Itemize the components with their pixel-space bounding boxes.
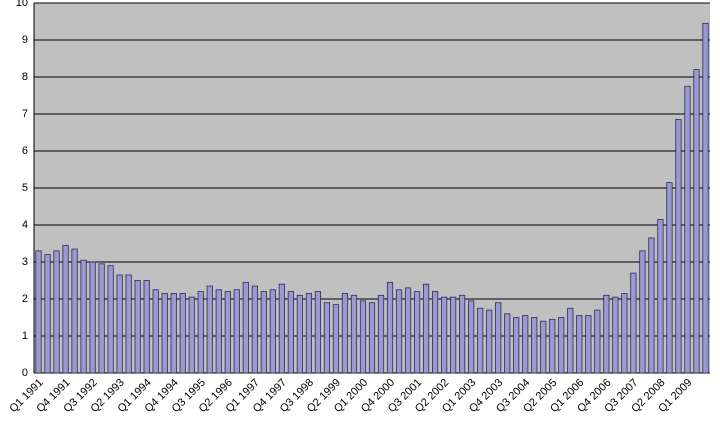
bar (431, 291, 439, 374)
bar (206, 285, 213, 374)
bar (702, 22, 709, 374)
bar (188, 296, 195, 374)
bar (44, 254, 51, 374)
bar (441, 296, 448, 374)
bar (594, 309, 601, 374)
bar (359, 300, 367, 374)
bar (89, 261, 96, 374)
bar (477, 307, 484, 374)
bar (684, 85, 691, 374)
bar (80, 259, 87, 374)
bar (585, 315, 592, 374)
y-tick-label: 5 (22, 182, 28, 194)
bar (377, 294, 385, 374)
bar (233, 289, 240, 374)
bar (215, 289, 222, 374)
bar (404, 287, 412, 374)
bar (332, 304, 340, 374)
bar (639, 250, 646, 374)
bar (242, 281, 249, 374)
bar (53, 250, 60, 374)
bar (612, 296, 619, 374)
y-tick-label: 9 (22, 34, 28, 46)
bar (450, 296, 457, 374)
bar (693, 69, 700, 374)
bar (278, 283, 285, 374)
y-tick-label: 3 (22, 256, 28, 268)
bar (62, 244, 69, 374)
bar (513, 317, 520, 374)
bar (179, 293, 186, 374)
bar (459, 294, 466, 374)
bar (495, 302, 502, 374)
y-tick-label: 8 (22, 71, 28, 83)
bar (35, 250, 42, 374)
bar (143, 280, 150, 374)
bar (657, 219, 664, 374)
bar (161, 293, 168, 374)
bar (540, 320, 547, 374)
bar (386, 281, 394, 374)
y-tick-label: 2 (22, 293, 28, 305)
bar (341, 293, 349, 374)
bar (314, 291, 322, 374)
bar (576, 315, 583, 374)
bar (251, 285, 258, 374)
bar (98, 263, 105, 374)
bar (468, 300, 475, 374)
bar (621, 293, 628, 374)
bar (603, 294, 610, 374)
bar (260, 291, 267, 374)
bar (522, 315, 529, 374)
bar (287, 291, 294, 374)
bar (558, 317, 565, 374)
bar (422, 283, 430, 374)
bar (504, 313, 511, 374)
bar (116, 274, 123, 374)
bar (125, 274, 132, 374)
bar (296, 294, 303, 374)
y-tick-label: 6 (22, 145, 28, 157)
y-tick-label: 1 (22, 330, 28, 342)
bar (549, 318, 556, 374)
bar (395, 289, 403, 374)
y-tick-label: 4 (22, 219, 28, 231)
bar (305, 293, 313, 374)
bar (368, 302, 376, 374)
bar (666, 182, 673, 374)
bar (269, 289, 276, 374)
bar (486, 309, 493, 374)
bar (107, 265, 114, 374)
y-tick-label: 0 (22, 367, 28, 379)
bar (152, 289, 159, 374)
bar (197, 291, 204, 374)
bar (630, 272, 637, 374)
bar (134, 280, 141, 374)
bar (531, 317, 538, 374)
y-tick-label: 7 (22, 108, 28, 120)
y-tick-label: 10 (16, 0, 28, 9)
bar (675, 119, 682, 374)
bar (71, 248, 78, 374)
bar (224, 291, 231, 374)
bar (170, 293, 177, 374)
bar (413, 291, 421, 374)
bar (350, 294, 358, 374)
bar (567, 307, 574, 374)
bar (648, 237, 655, 374)
bar (323, 302, 331, 374)
